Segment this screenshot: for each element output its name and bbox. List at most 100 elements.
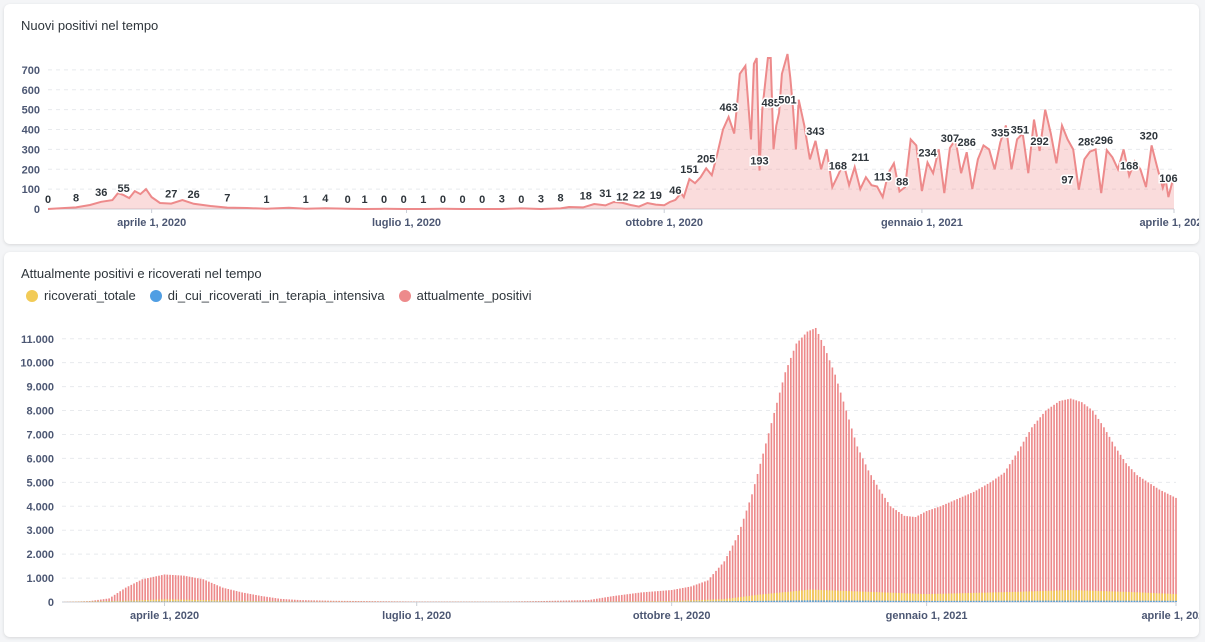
bar-di_cui_ricoverati_in_terapia_intensiva — [889, 600, 892, 602]
bar-attualmente_positivi — [701, 582, 703, 602]
bar-attualmente_positivi — [767, 433, 770, 602]
bar-attualmente_positivi — [532, 601, 534, 602]
chart-title: Nuovi positivi nel tempo — [21, 18, 159, 33]
legend-item-terapia-intensiva[interactable]: di_cui_ricoverati_in_terapia_intensiva — [149, 288, 385, 303]
bar-ricoverati_totale — [1069, 590, 1072, 602]
bar-ricoverati_totale — [931, 593, 933, 602]
bar-ricoverati_totale — [1100, 591, 1103, 602]
bar-ricoverati_totale — [252, 600, 255, 602]
legend-item-attualmente-positivi[interactable]: attualmente_positivi — [398, 288, 532, 303]
bar-di_cui_ricoverati_in_terapia_intensiva — [834, 600, 836, 602]
bar-ricoverati_totale — [177, 599, 180, 602]
bar-di_cui_ricoverati_in_terapia_intensiva — [1006, 600, 1008, 602]
bar-ricoverati_totale — [884, 592, 886, 602]
bar-attualmente_positivi — [909, 516, 911, 602]
bar-attualmente_positivi — [712, 574, 715, 602]
data-label: 168 — [829, 161, 847, 173]
bar-ricoverati_totale — [119, 600, 122, 602]
bar-attualmente_positivi — [1144, 480, 1147, 602]
bar-di_cui_ricoverati_in_terapia_intensiva — [740, 601, 742, 602]
bar-attualmente_positivi — [216, 585, 219, 602]
bar-attualmente_positivi — [246, 593, 249, 602]
bar-attualmente_positivi — [956, 499, 958, 602]
bar-attualmente_positivi — [859, 452, 861, 602]
bar-di_cui_ricoverati_in_terapia_intensiva — [803, 600, 806, 602]
bar-attualmente_positivi — [349, 600, 352, 602]
bar-attualmente_positivi — [147, 578, 149, 602]
bar-attualmente_positivi — [928, 510, 931, 602]
bar-ricoverati_totale — [626, 601, 629, 602]
bar-attualmente_positivi — [565, 600, 568, 602]
data-label: 151 — [680, 164, 698, 176]
bar-attualmente_positivi — [867, 470, 870, 602]
bar-ricoverati_totale — [1111, 591, 1114, 602]
bar-attualmente_positivi — [302, 600, 304, 602]
bar-ricoverati_totale — [695, 600, 698, 602]
bar-di_cui_ricoverati_in_terapia_intensiva — [972, 600, 975, 602]
bar-attualmente_positivi — [1169, 495, 1172, 602]
bar-di_cui_ricoverati_in_terapia_intensiva — [765, 600, 767, 602]
bar-di_cui_ricoverati_in_terapia_intensiva — [1175, 600, 1177, 602]
bar-ricoverati_totale — [1025, 591, 1028, 602]
bar-attualmente_positivi — [1028, 432, 1030, 602]
active-positives-chart[interactable]: 0 1.000 2.000 3.000 4.000 5.000 6.000 7.000 8.00… — [4, 252, 1199, 637]
bar-attualmente_positivi — [717, 567, 720, 602]
bar-di_cui_ricoverati_in_terapia_intensiva — [859, 600, 861, 602]
bar-attualmente_positivi — [648, 591, 651, 602]
bar-ricoverati_totale — [654, 601, 656, 602]
bar-di_cui_ricoverati_in_terapia_intensiva — [953, 600, 956, 602]
bar-attualmente_positivi — [396, 601, 399, 602]
bar-di_cui_ricoverati_in_terapia_intensiva — [914, 600, 917, 602]
bar-di_cui_ricoverati_in_terapia_intensiva — [1047, 600, 1050, 602]
y-tick-label: 100 — [22, 184, 40, 196]
bar-attualmente_positivi — [232, 590, 235, 602]
bar-ricoverati_totale — [1089, 590, 1091, 602]
bar-ricoverati_totale — [208, 600, 210, 602]
bar-ricoverati_totale — [995, 592, 997, 602]
bar-attualmente_positivi — [656, 591, 659, 602]
bar-attualmente_positivi — [507, 601, 509, 602]
legend-label: attualmente_positivi — [416, 288, 532, 303]
bar-attualmente_positivi — [285, 599, 288, 602]
bar-ricoverati_totale — [823, 590, 825, 602]
bar-ricoverati_totale — [1042, 590, 1044, 602]
bar-attualmente_positivi — [540, 601, 543, 602]
bar-attualmente_positivi — [119, 591, 122, 602]
bar-ricoverati_totale — [249, 600, 252, 602]
bar-attualmente_positivi — [1003, 472, 1006, 602]
bar-attualmente_positivi — [504, 601, 507, 602]
bar-di_cui_ricoverati_in_terapia_intensiva — [1144, 600, 1147, 602]
bar-attualmente_positivi — [839, 392, 842, 602]
data-label: 7 — [224, 193, 230, 205]
bar-ricoverati_totale — [1166, 593, 1169, 602]
bar-di_cui_ricoverati_in_terapia_intensiva — [989, 600, 992, 602]
legend-dot-icon — [26, 289, 38, 302]
bar-di_cui_ricoverati_in_terapia_intensiva — [831, 600, 834, 602]
bar-ricoverati_totale — [1058, 590, 1061, 602]
bar-attualmente_positivi — [623, 594, 626, 602]
bar-attualmente_positivi — [263, 596, 266, 602]
bar-ricoverati_totale — [166, 599, 169, 602]
bar-di_cui_ricoverati_in_terapia_intensiva — [756, 600, 759, 602]
bar-attualmente_positivi — [651, 591, 654, 602]
bar-di_cui_ricoverati_in_terapia_intensiva — [776, 600, 778, 602]
bar-attualmente_positivi — [221, 587, 224, 602]
bar-ricoverati_totale — [1003, 592, 1006, 602]
data-label: 106 — [1159, 173, 1177, 185]
bar-ricoverati_totale — [645, 601, 648, 602]
bar-attualmente_positivi — [801, 337, 803, 602]
bar-ricoverati_totale — [668, 601, 670, 602]
bar-di_cui_ricoverati_in_terapia_intensiva — [1130, 600, 1133, 602]
bar-ricoverati_totale — [831, 590, 834, 602]
y-tick-label: 3.000 — [26, 525, 54, 537]
bar-di_cui_ricoverati_in_terapia_intensiva — [795, 600, 798, 602]
legend-label: di_cui_ricoverati_in_terapia_intensiva — [167, 288, 385, 303]
bar-ricoverati_totale — [1067, 590, 1069, 602]
bar-attualmente_positivi — [1125, 463, 1127, 602]
legend-item-ricoverati[interactable]: ricoverati_totale — [26, 288, 136, 303]
data-label: 31 — [599, 188, 611, 200]
bar-ricoverati_totale — [837, 590, 839, 602]
bar-ricoverati_totale — [1105, 591, 1108, 602]
bar-ricoverati_totale — [964, 593, 967, 602]
